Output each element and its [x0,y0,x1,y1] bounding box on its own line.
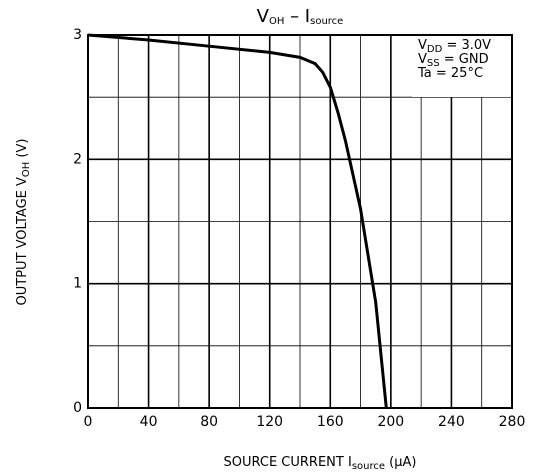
text-part: SOURCE CURRENT I [224,455,352,470]
x-tick-label: 120 [256,414,283,430]
subscript: SS [427,58,440,69]
x-tick-label: 200 [377,414,404,430]
x-tick-label: 80 [200,414,218,430]
text-part: (µA) [385,455,416,470]
subscript: DD [427,44,443,55]
text-part: Ta = 25°C [417,66,483,81]
y-tick-label: 0 [73,400,82,416]
curve [87,33,388,409]
subscript: OH [21,162,32,177]
chart-title: VOH – Isource [257,6,344,27]
text-part: – I [284,6,310,27]
y-tick-label: 2 [73,151,82,167]
y-axis-label: OUTPUT VOLTAGE VOH (V) [15,139,33,306]
text-part: = 3.0V [442,38,491,53]
subscript: source [310,16,343,27]
plot-frame [87,34,513,409]
text-part: (V) [15,139,30,162]
subscript: OH [269,16,284,27]
annotation: VDD = 3.0V [418,38,491,56]
x-tick-label: 0 [84,414,93,430]
text-part: OUTPUT VOLTAGE V [15,177,30,305]
text-part: = GND [440,52,489,67]
x-tick-label: 40 [140,414,158,430]
annotation: VSS = GND [418,52,489,70]
x-axis-label: SOURCE CURRENT Isource (µA) [224,455,417,473]
x-tick-label: 160 [317,414,344,430]
y-tick-label: 3 [73,27,82,43]
annotation-box [412,35,512,97]
text-part: V [418,38,427,53]
annotation: Ta = 25°C [417,66,483,81]
text-part: V [418,52,427,67]
y-tick-label: 1 [73,276,82,292]
x-tick-label: 240 [438,414,465,430]
subscript: source [352,461,385,472]
text-part: V [257,6,270,27]
x-tick-label: 280 [499,414,526,430]
